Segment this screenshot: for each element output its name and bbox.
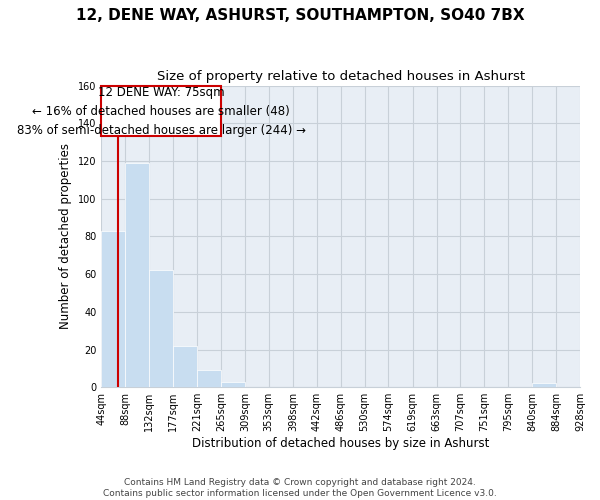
Text: 12 DENE WAY: 75sqm
← 16% of detached houses are smaller (48)
83% of semi-detache: 12 DENE WAY: 75sqm ← 16% of detached hou… <box>17 86 306 136</box>
Text: 12, DENE WAY, ASHURST, SOUTHAMPTON, SO40 7BX: 12, DENE WAY, ASHURST, SOUTHAMPTON, SO40… <box>76 8 524 22</box>
Bar <box>101 86 221 136</box>
Title: Size of property relative to detached houses in Ashurst: Size of property relative to detached ho… <box>157 70 525 83</box>
Text: Contains HM Land Registry data © Crown copyright and database right 2024.
Contai: Contains HM Land Registry data © Crown c… <box>103 478 497 498</box>
Bar <box>532 384 556 387</box>
Y-axis label: Number of detached properties: Number of detached properties <box>59 144 73 330</box>
X-axis label: Distribution of detached houses by size in Ashurst: Distribution of detached houses by size … <box>192 437 490 450</box>
Bar <box>125 163 149 387</box>
Bar <box>173 346 197 387</box>
Bar <box>101 230 125 387</box>
Bar <box>197 370 221 387</box>
Bar <box>221 382 245 387</box>
Bar <box>149 270 173 387</box>
